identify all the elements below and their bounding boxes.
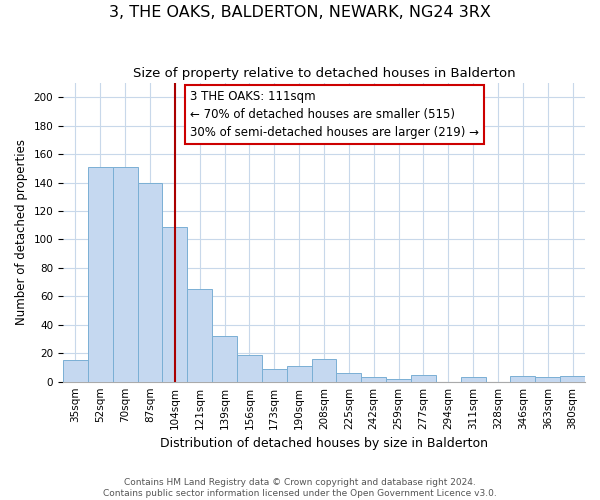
Bar xyxy=(63,360,88,382)
Bar xyxy=(411,374,436,382)
X-axis label: Distribution of detached houses by size in Balderton: Distribution of detached houses by size … xyxy=(160,437,488,450)
Bar xyxy=(511,376,535,382)
Text: 3 THE OAKS: 111sqm
← 70% of detached houses are smaller (515)
30% of semi-detach: 3 THE OAKS: 111sqm ← 70% of detached hou… xyxy=(190,90,479,139)
Y-axis label: Number of detached properties: Number of detached properties xyxy=(15,140,28,326)
Title: Size of property relative to detached houses in Balderton: Size of property relative to detached ho… xyxy=(133,68,515,80)
Bar xyxy=(535,378,560,382)
Bar xyxy=(262,369,287,382)
Bar xyxy=(212,336,237,382)
Bar xyxy=(461,378,485,382)
Bar xyxy=(337,373,361,382)
Bar xyxy=(386,379,411,382)
Bar xyxy=(287,366,311,382)
Bar xyxy=(88,167,113,382)
Bar xyxy=(560,376,585,382)
Bar xyxy=(113,167,137,382)
Bar xyxy=(361,378,386,382)
Bar xyxy=(187,289,212,382)
Bar xyxy=(137,182,163,382)
Text: Contains HM Land Registry data © Crown copyright and database right 2024.
Contai: Contains HM Land Registry data © Crown c… xyxy=(103,478,497,498)
Bar xyxy=(237,354,262,382)
Text: 3, THE OAKS, BALDERTON, NEWARK, NG24 3RX: 3, THE OAKS, BALDERTON, NEWARK, NG24 3RX xyxy=(109,5,491,20)
Bar xyxy=(311,359,337,382)
Bar xyxy=(163,226,187,382)
